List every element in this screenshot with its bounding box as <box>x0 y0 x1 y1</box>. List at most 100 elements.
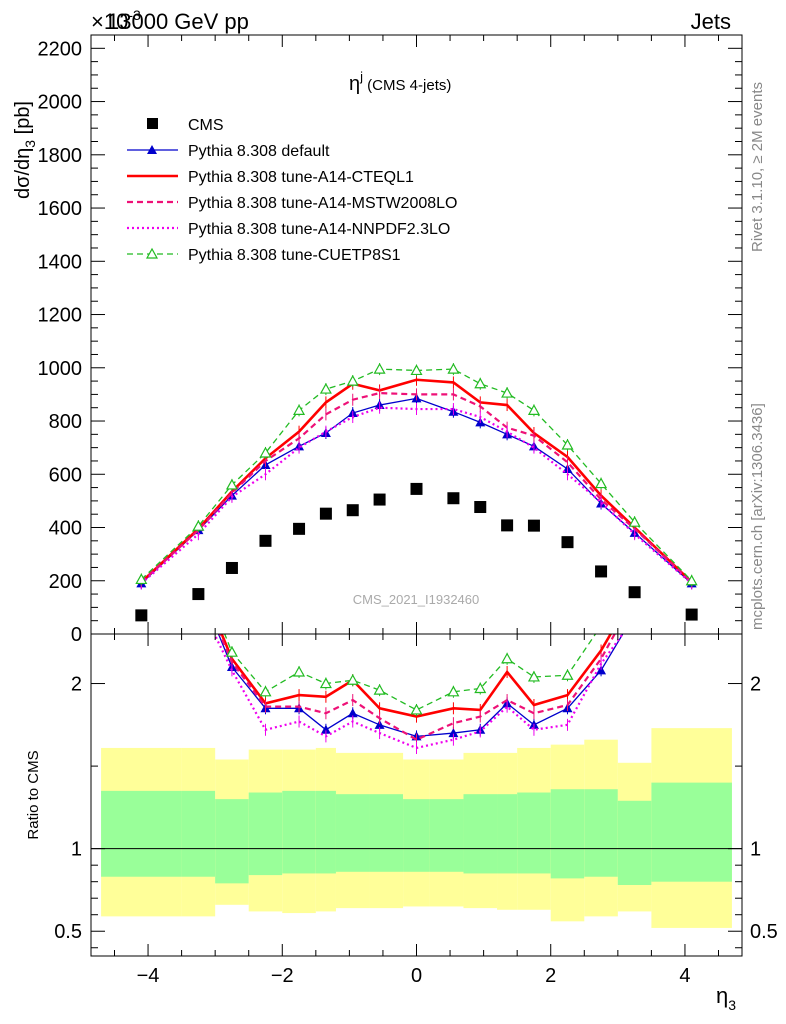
green-band-bin <box>617 800 652 885</box>
top-marker <box>410 364 423 376</box>
top-panel-plot-area <box>135 362 698 622</box>
top-series-pythia-8-308-tune-cuetp8s1 <box>135 362 698 587</box>
top-marker <box>319 382 332 394</box>
top-y-tick-label: 0 <box>71 624 82 646</box>
ratio-marker <box>320 724 331 734</box>
legend-label: CMS <box>188 117 224 134</box>
header-jets-label: Jets <box>691 9 731 34</box>
green-band-bin <box>463 794 498 874</box>
top-data-point <box>259 534 272 547</box>
top-y-tick-label: 1400 <box>38 251 83 273</box>
ratio-y-tick-label: 2 <box>71 674 82 696</box>
top-data-point <box>685 608 698 621</box>
top-y-tick-label: 2000 <box>38 92 83 114</box>
x-tick-label: 0 <box>411 965 422 987</box>
legend-entry: Pythia 8.308 tune-A14-NNPDF2.3LO <box>127 221 450 238</box>
legend-entry: Pythia 8.308 tune-CUETP8S1 <box>127 247 401 264</box>
top-data-point <box>561 536 574 549</box>
green-band-bin <box>429 799 464 872</box>
top-data-point <box>410 482 423 495</box>
top-data-point <box>373 493 386 506</box>
ratio-marker <box>447 685 460 697</box>
green-band-bin <box>282 790 316 874</box>
legend-label: Pythia 8.308 default <box>188 143 330 160</box>
legend-entry: CMS <box>147 117 224 134</box>
ratio-series-pythia-8-308-tune-cuetp8s1 <box>193 563 640 716</box>
x-tick-label: −2 <box>271 965 294 987</box>
ratio-marker <box>193 579 203 588</box>
ratio-marker <box>596 665 607 675</box>
axes: −4 −2 0 2 4 0 200 400 600 800 1000 1200 1400 1600 1800… <box>38 34 778 987</box>
green-band-bin <box>101 790 182 877</box>
ratio-uncertainty-bands <box>91 728 742 928</box>
ratio-y-tick-label-right: 0.5 <box>750 921 778 943</box>
top-data-point <box>595 565 608 578</box>
green-band-bin <box>651 782 732 882</box>
rivet-version-label: Rivet 3.1.10, ≥ 2M events <box>749 82 766 252</box>
mcplots-label: mcplots.cern.ch [arXiv:1306.3436] <box>749 403 766 630</box>
green-band-bin <box>248 792 283 876</box>
top-data-point <box>135 609 148 622</box>
ratio-marker <box>225 645 238 657</box>
legend-marker <box>147 118 158 129</box>
top-data-point <box>474 501 487 514</box>
ratio-marker <box>501 652 514 664</box>
top-marker <box>135 573 148 585</box>
ratio-y-tick-label-right: 1 <box>750 839 761 861</box>
ratio-marker <box>373 683 386 695</box>
top-series-cms <box>135 482 698 622</box>
ratio-y-tick-label-right: 2 <box>750 674 761 696</box>
top-marker <box>225 478 238 490</box>
top-y-axis-label: dσ/dη3 [pb] <box>12 101 38 199</box>
ratio-line <box>224 634 597 711</box>
ratio-marker <box>561 669 574 680</box>
ratio-marker <box>319 677 332 689</box>
ratio-marker <box>293 665 306 677</box>
legend: CMS Pythia 8.308 default Pythia 8.308 tune… <box>127 117 457 264</box>
legend-entry: Pythia 8.308 tune-A14-MSTW2008LO <box>127 195 457 212</box>
top-y-tick-label: 1600 <box>38 198 83 220</box>
top-data-point <box>225 561 238 574</box>
ratio-marker <box>259 685 272 697</box>
ratio-panel-plot-area <box>193 563 640 754</box>
ratio-series-pythia-8-308-tune-a14-mstw2008lo <box>218 634 616 746</box>
ratio-y-tick-label: 1 <box>71 839 82 861</box>
header-energy-label: 13000 GeV pp <box>107 9 249 34</box>
top-data-point <box>293 522 306 535</box>
ratio-marker <box>630 568 640 577</box>
top-marker <box>685 574 698 586</box>
top-marker <box>447 362 460 374</box>
green-band-bin <box>369 794 404 872</box>
top-marker <box>259 446 272 458</box>
top-data-point <box>346 504 359 517</box>
ratio-marker <box>193 563 203 572</box>
green-band-bin <box>497 794 518 874</box>
ratio-marker <box>596 621 606 630</box>
analysis-watermark: CMS_2021_I1932460 <box>353 592 480 607</box>
top-y-tick-label: 200 <box>49 571 82 593</box>
legend-label: Pythia 8.308 tune-A14-MSTW2008LO <box>188 195 457 212</box>
ratio-marker <box>410 703 423 715</box>
legend-label: Pythia 8.308 tune-A14-CTEQL1 <box>188 169 414 186</box>
top-y-tick-label: 400 <box>49 518 82 540</box>
ratio-line <box>218 634 616 741</box>
top-data-point <box>319 507 332 520</box>
top-y-tick-label: 1800 <box>38 145 83 167</box>
chart-title: ηj (CMS 4-jets) <box>349 69 451 95</box>
top-marker <box>373 362 386 374</box>
top-line <box>140 406 693 585</box>
top-marker <box>346 374 359 386</box>
header-multiplier: ×10-3 <box>91 7 141 34</box>
ratio-y-axis-label: Ratio to CMS <box>25 750 42 839</box>
legend-marker <box>147 145 157 154</box>
ratio-marker <box>347 708 358 718</box>
green-band-bin <box>181 790 216 877</box>
ratio-marker <box>346 674 359 685</box>
x-tick-label: 4 <box>679 965 690 987</box>
x-tick-label: −4 <box>137 965 160 987</box>
ratio-marker <box>630 609 640 618</box>
legend-marker <box>145 247 159 259</box>
top-data-point <box>501 519 514 532</box>
top-marker <box>192 519 205 531</box>
top-series-pythia-8-308-tune-a14-nnpdf2-3lo <box>140 401 693 590</box>
